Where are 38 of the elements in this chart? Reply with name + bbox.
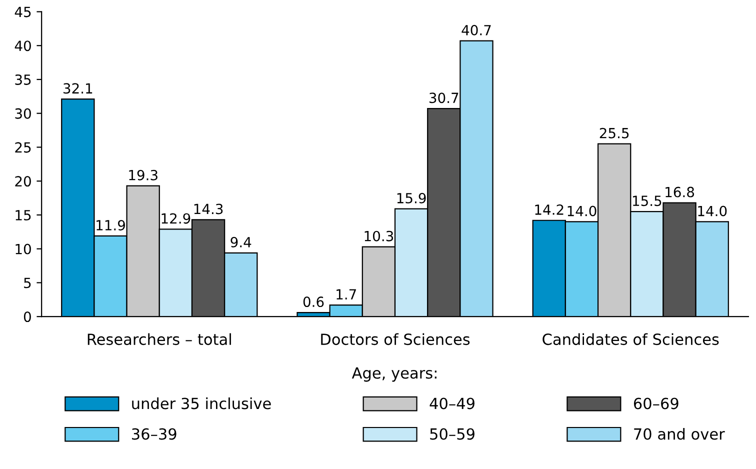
y-tick-label: 15 [16,210,31,220]
data-label: 12.9 [162,213,190,224]
legend-label: 36–39 [132,428,176,440]
legend-label: under 35 inclusive [132,397,271,410]
data-label: 14.3 [194,204,223,214]
data-label: 19.3 [129,170,158,180]
data-label: 14.2 [535,204,564,215]
legend-label: 60–69 [634,398,678,410]
data-label: 15.5 [632,196,662,206]
y-tick-label: 45 [14,6,31,18]
legend-title: Age, years: [352,367,436,382]
data-label: 40.7 [462,24,491,36]
legend-label: 50–59 [430,428,474,440]
x-tick-label: Researchers – total [88,333,231,346]
data-label: 11.9 [96,220,125,230]
data-label: 16.8 [666,186,694,198]
y-tick-label: 25 [15,142,31,153]
data-label: 10.3 [364,230,394,242]
data-label: 32.1 [64,83,92,94]
y-tick-label: 0 [24,312,31,322]
y-tick-label: 35 [15,74,31,85]
data-label: 15.9 [397,192,426,204]
data-label: 25.5 [600,128,629,138]
data-label: 14.0 [698,206,727,216]
y-tick-label: 5 [24,278,31,288]
data-label: 1.7 [336,289,356,300]
data-label: 0.6 [303,296,324,308]
data-label: 9.4 [230,236,252,248]
x-tick-label: Candidates of Sciences [542,333,719,346]
legend-label: 70 and over [634,428,725,440]
y-tick-label: 30 [15,108,31,119]
data-label: 30.7 [430,92,458,104]
y-tick-label: 10 [16,244,31,254]
y-tick-label: 20 [15,176,31,187]
data-label: 14.0 [568,206,596,216]
legend-label: 40–49 [430,398,474,410]
y-tick-label: 40 [14,40,31,52]
x-tick-label: Doctors of Sciences [321,333,470,346]
